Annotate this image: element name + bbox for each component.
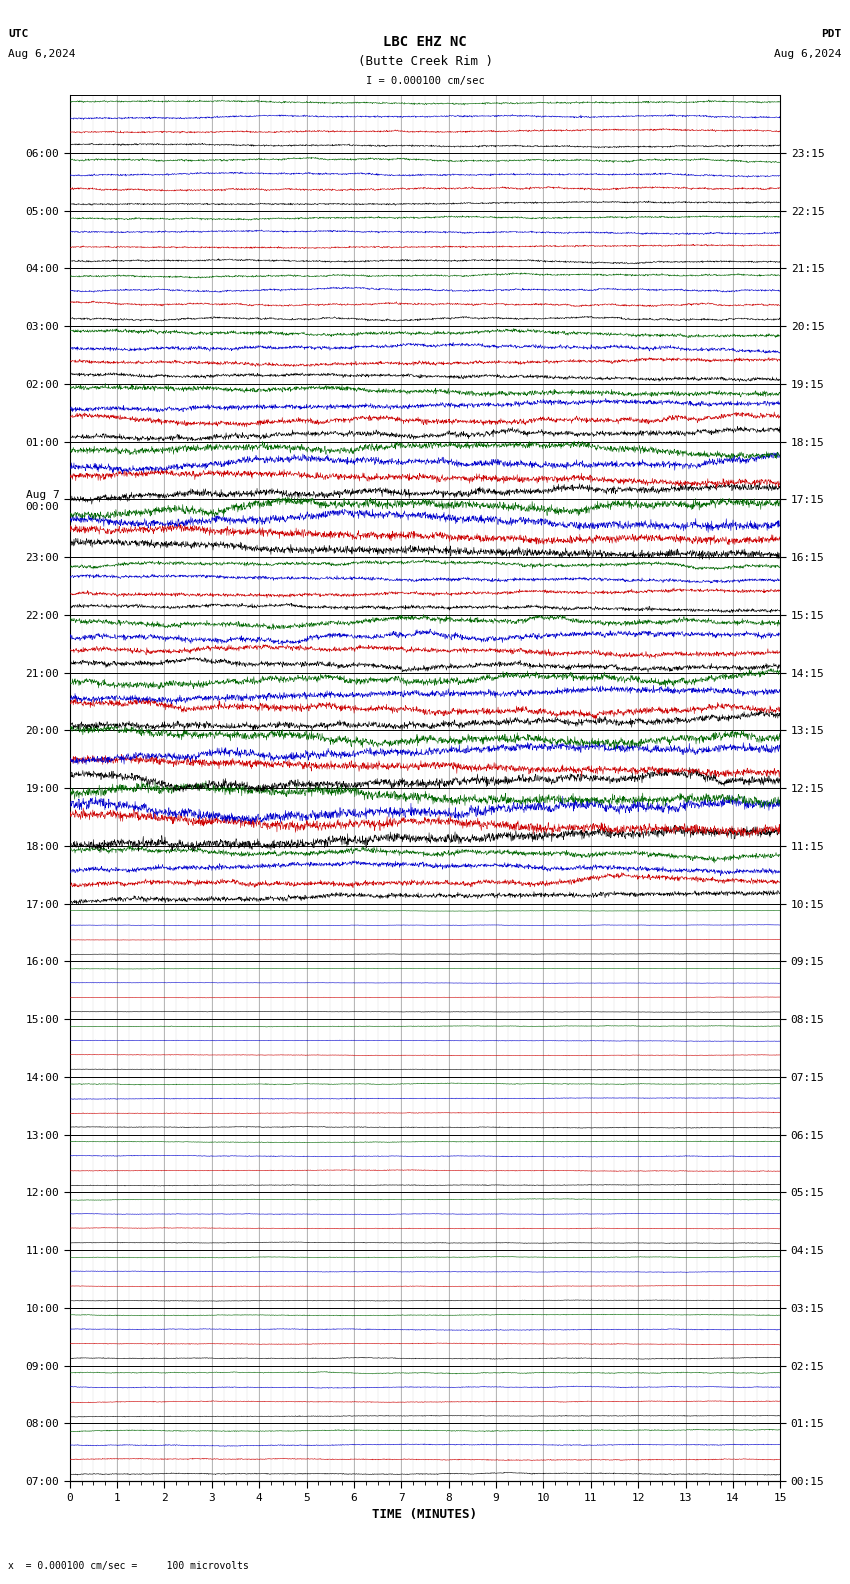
X-axis label: TIME (MINUTES): TIME (MINUTES) bbox=[372, 1508, 478, 1521]
Text: UTC: UTC bbox=[8, 29, 29, 38]
Text: (Butte Creek Rim ): (Butte Creek Rim ) bbox=[358, 55, 492, 68]
Text: PDT: PDT bbox=[821, 29, 842, 38]
Text: x  = 0.000100 cm/sec =     100 microvolts: x = 0.000100 cm/sec = 100 microvolts bbox=[8, 1562, 249, 1571]
Text: LBC EHZ NC: LBC EHZ NC bbox=[383, 35, 467, 49]
Text: Aug 6,2024: Aug 6,2024 bbox=[774, 49, 842, 59]
Text: Aug 6,2024: Aug 6,2024 bbox=[8, 49, 76, 59]
Text: I = 0.000100 cm/sec: I = 0.000100 cm/sec bbox=[366, 76, 484, 86]
